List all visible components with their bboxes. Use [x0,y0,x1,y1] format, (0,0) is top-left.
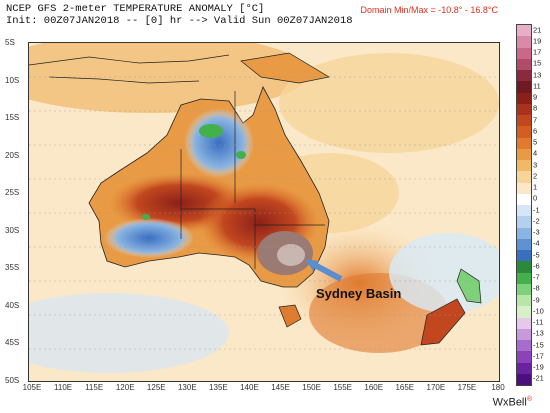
colorbar-swatch [517,25,531,37]
colorbar-label: 13 [533,70,542,80]
colorbar-swatch [517,58,531,70]
colorbar-swatch [517,137,531,149]
colorbar-swatch [517,306,531,318]
lon-tick-label: 155E [333,383,352,392]
colorbar-swatch [517,250,531,262]
colorbar-label: 6 [533,126,538,136]
lon-tick-label: 145E [271,383,290,392]
colorbar-swatch [517,362,531,374]
colorbar-swatch [517,283,531,295]
lat-tick-label: 15S [5,113,20,122]
colorbar-swatch [517,103,531,115]
colorbar-label: 3 [533,160,538,170]
colorbar-swatch [517,261,531,273]
init-valid-time: Init: 00Z07JAN2018 -- [0] hr --> Valid S… [6,15,353,27]
colorbar-swatch [517,238,531,250]
colorbar-label: 21 [533,25,542,35]
colorbar-label: -9 [533,295,540,305]
colorbar-label: -11 [533,317,544,327]
colorbar-label: -17 [533,351,544,361]
colorbar-swatch [517,92,531,104]
colorbar-label: -6 [533,261,540,271]
colorbar-label: 4 [533,148,538,158]
lon-tick-label: 105E [22,383,42,392]
lon-tick-label: 140E [240,383,259,392]
colorbar-label: 17 [533,47,542,57]
colorbar-label: 0 [533,193,538,203]
colorbar-swatch [517,295,531,307]
colorbar-label: -3 [533,227,540,237]
colorbar-label: -7 [533,272,540,282]
lat-tick-label: 30S [5,225,20,235]
colorbar-label: 8 [533,103,538,113]
colorbar-swatch [517,70,531,82]
colorbar-label: -21 [533,373,544,383]
map-panel [28,42,500,382]
lon-tick-label: 180 [491,383,505,392]
colorbar-swatch [517,182,531,194]
colorbar-label: 5 [533,137,538,147]
colorbar-swatch [517,351,531,363]
colorbar-swatch [517,126,531,138]
lon-tick-label: 150E [302,383,321,392]
colorbar-swatch [517,317,531,329]
colorbar-label: -13 [533,328,544,338]
colorbar-swatch [517,373,531,385]
colorbar-swatch [517,115,531,127]
colorbar-swatch [517,148,531,160]
colorbar-label: -19 [533,362,544,372]
lon-tick-label: 175E [457,383,477,392]
colorbar-swatch [517,160,531,172]
colorbar-swatch [517,36,531,48]
colorbar-label: -1 [533,205,540,215]
domain-min-max: Domain Min/Max = -10.8° - 16.8°C [360,5,498,15]
colorbar-swatch [517,193,531,205]
lat-tick-label: 20S [5,150,20,160]
lon-tick-label: 130E [177,383,197,392]
chart-title: NCEP GFS 2-meter TEMPERATURE ANOMALY [°C… [6,3,265,15]
lon-tick-label: 115E [85,383,104,392]
lon-tick-label: 135E [209,383,228,392]
colorbar-label: 9 [533,92,538,102]
lat-tick-label: 10S [5,75,20,85]
colorbar-swatch [517,328,531,340]
lat-tick-label: 45S [5,338,20,347]
lat-tick-label: 5S [5,38,15,47]
lat-tick-label: 50S [5,375,20,385]
colorbar-label: 1 [533,182,538,192]
lon-tick-label: 165E [395,383,415,392]
colorbar-label: -8 [533,283,540,293]
colorbar-swatch [517,216,531,228]
colorbar-swatch [517,81,531,93]
colorbar-swatch [517,227,531,239]
colorbar-label: -5 [533,250,540,260]
colorbar-label: -4 [533,238,540,248]
lat-tick-label: 25S [5,188,20,197]
temperature-anomaly-map [29,43,499,381]
colorbar-swatch [517,340,531,352]
colorbar-label: 15 [533,58,542,68]
colorbar-swatch [517,47,531,59]
colorbar-swatch [517,171,531,183]
colorbar-label: 19 [533,36,542,46]
colorbar-label: 11 [533,81,541,91]
lon-tick-label: 160E [364,383,384,392]
lon-tick-label: 170E [426,383,446,392]
wxbell-logo: WxBell® [492,396,532,409]
lat-tick-label: 40S [5,300,20,310]
lon-tick-label: 120E [115,383,135,392]
colorbar-label: -2 [533,216,540,226]
colorbar-swatch [517,205,531,217]
sydney-basin-label: Sydney Basin [316,286,402,301]
lon-tick-label: 110E [54,383,73,392]
colorbar-label: -15 [533,340,544,350]
lat-tick-label: 35S [5,263,20,272]
lon-tick-label: 125E [146,383,166,392]
colorbar-label: 2 [533,171,538,181]
colorbar-swatch [517,272,531,284]
colorbar-label: 7 [533,115,538,125]
colorbar-label: -10 [533,306,544,316]
colorbar [516,24,532,386]
